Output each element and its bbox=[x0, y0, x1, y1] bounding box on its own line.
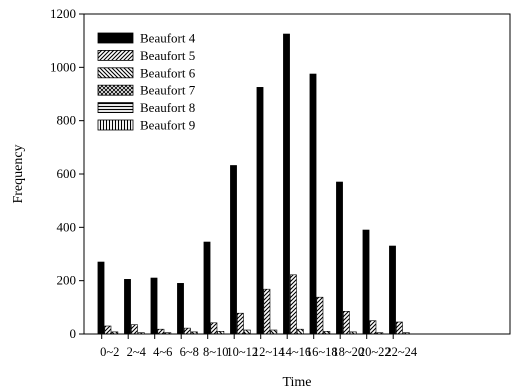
bar bbox=[283, 33, 290, 335]
bar bbox=[150, 277, 158, 335]
legend-label: Beaufort 8 bbox=[140, 100, 195, 115]
x-tick-label: 2~4 bbox=[127, 345, 147, 359]
bar bbox=[97, 261, 105, 335]
x-tick-label: 6~8 bbox=[180, 345, 199, 359]
bar bbox=[309, 73, 317, 335]
legend-swatch bbox=[97, 32, 134, 44]
bar bbox=[316, 296, 324, 335]
bar bbox=[296, 328, 304, 335]
legend-label: Beaufort 5 bbox=[140, 48, 195, 63]
bar bbox=[243, 329, 251, 335]
bar-layer bbox=[97, 33, 410, 335]
bar bbox=[210, 322, 218, 335]
y-tick-label: 1200 bbox=[50, 6, 76, 21]
x-tick-label: 8~10 bbox=[203, 345, 229, 359]
x-axis-label: Time bbox=[282, 375, 311, 390]
legend-swatch bbox=[97, 119, 134, 131]
x-tick-label: 10~12 bbox=[226, 345, 258, 359]
bar bbox=[177, 283, 184, 335]
y-axis-label: Frequency bbox=[11, 144, 26, 203]
legend-swatch bbox=[97, 50, 134, 61]
bar bbox=[369, 320, 377, 335]
bar bbox=[395, 321, 403, 335]
bar bbox=[184, 327, 191, 335]
bar bbox=[336, 181, 343, 335]
legend-swatch bbox=[97, 84, 134, 96]
y-tick-label: 600 bbox=[57, 166, 77, 181]
legend-label: Beaufort 4 bbox=[140, 31, 196, 46]
y-tick-label: 1000 bbox=[50, 59, 76, 74]
bar bbox=[157, 328, 165, 335]
bar bbox=[263, 288, 271, 335]
bar bbox=[289, 274, 297, 335]
x-tick-label: 12~14 bbox=[253, 345, 286, 359]
bar bbox=[237, 312, 244, 335]
y-tick-label: 0 bbox=[70, 326, 77, 341]
x-axis: 0~2 2~4 4~6 6~8 8~1010~1212~1414~1616~1818~2… bbox=[100, 334, 418, 359]
bar bbox=[230, 165, 237, 335]
y-tick-label: 800 bbox=[57, 113, 77, 128]
bar bbox=[362, 229, 370, 335]
legend-label: Beaufort 7 bbox=[140, 83, 196, 98]
x-tick-label: 16~18 bbox=[306, 345, 338, 359]
bar bbox=[256, 87, 264, 335]
x-tick-label: 20~22 bbox=[359, 345, 391, 359]
legend-swatch bbox=[97, 102, 134, 113]
legend-label: Beaufort 6 bbox=[140, 65, 196, 80]
bar bbox=[342, 311, 350, 335]
legend-swatch bbox=[97, 67, 134, 79]
x-tick-label: 4~6 bbox=[153, 345, 172, 359]
legend-label: Beaufort 9 bbox=[140, 118, 195, 133]
bar bbox=[124, 279, 131, 335]
y-tick-label: 200 bbox=[57, 273, 77, 288]
bar bbox=[203, 241, 211, 335]
bar bbox=[131, 324, 138, 335]
x-tick-label: 18~20 bbox=[332, 345, 364, 359]
x-tick-label: 0~2 bbox=[100, 345, 119, 359]
x-tick-label: 22~24 bbox=[385, 345, 418, 359]
bar bbox=[389, 245, 396, 335]
legend: Beaufort 4 Beaufort 5 Beaufort 6 Beaufort 7… bbox=[97, 31, 196, 133]
y-tick-label: 400 bbox=[57, 219, 77, 234]
bar bbox=[270, 329, 278, 335]
y-axis: 0 200 400 600 800 1000 1200 bbox=[50, 6, 84, 341]
x-tick-label: 14~16 bbox=[279, 345, 311, 359]
bar bbox=[104, 325, 112, 335]
